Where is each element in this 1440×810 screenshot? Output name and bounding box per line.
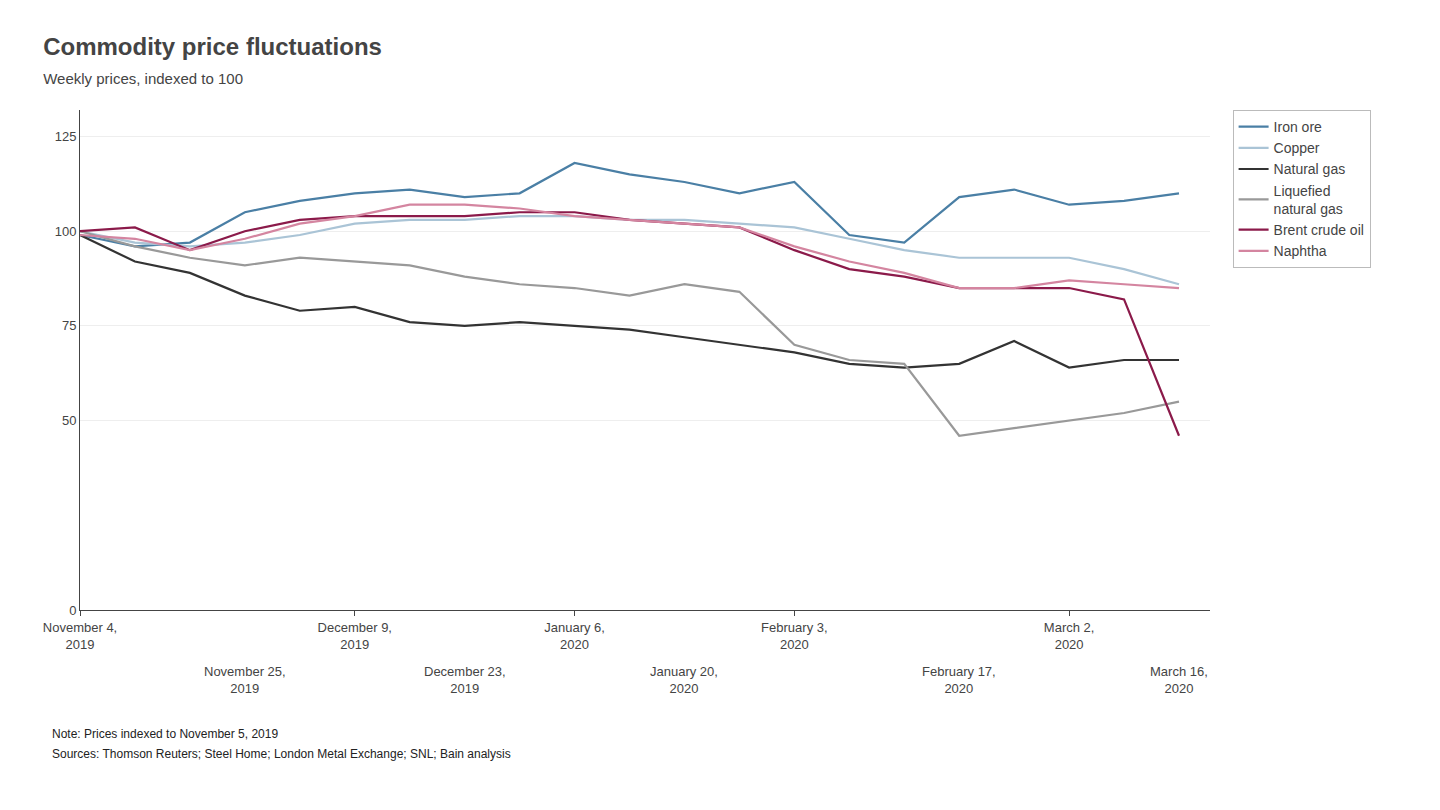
svg-text:Brent crude oil: Brent crude oil [1274,222,1364,238]
svg-text:January 20,2020: January 20,2020 [650,664,718,696]
svg-text:Note: Prices indexed to Novemb: Note: Prices indexed to November 5, 2019 [52,727,278,741]
svg-text:February 17,2020: February 17,2020 [922,664,996,696]
svg-text:Natural gas: Natural gas [1274,161,1346,177]
svg-text:March 16,2020: March 16,2020 [1150,664,1208,696]
svg-text:November 4,2019: November 4,2019 [43,620,117,652]
svg-text:December 23,2019: December 23,2019 [424,664,506,696]
svg-text:75: 75 [62,318,76,333]
svg-text:December 9,2019: December 9,2019 [318,620,392,652]
svg-text:0: 0 [69,603,76,618]
svg-text:Commodity price fluctuations: Commodity price fluctuations [43,33,382,60]
svg-text:Liquefiednatural gas: Liquefiednatural gas [1274,183,1343,217]
svg-text:Naphtha: Naphtha [1274,243,1327,259]
svg-text:Copper: Copper [1274,140,1320,156]
svg-text:Weekly prices, indexed to 100: Weekly prices, indexed to 100 [43,70,243,87]
svg-text:March 2,2020: March 2,2020 [1044,620,1095,652]
svg-text:Iron ore: Iron ore [1274,119,1322,135]
svg-text:125: 125 [55,129,77,144]
svg-text:100: 100 [55,224,77,239]
svg-text:November 25,2019: November 25,2019 [204,664,286,696]
svg-text:50: 50 [62,413,76,428]
svg-text:Sources: Thomson Reuters; Stee: Sources: Thomson Reuters; Steel Home; Lo… [52,747,511,761]
svg-text:February 3,2020: February 3,2020 [761,620,827,652]
svg-text:January 6,2020: January 6,2020 [544,620,605,652]
